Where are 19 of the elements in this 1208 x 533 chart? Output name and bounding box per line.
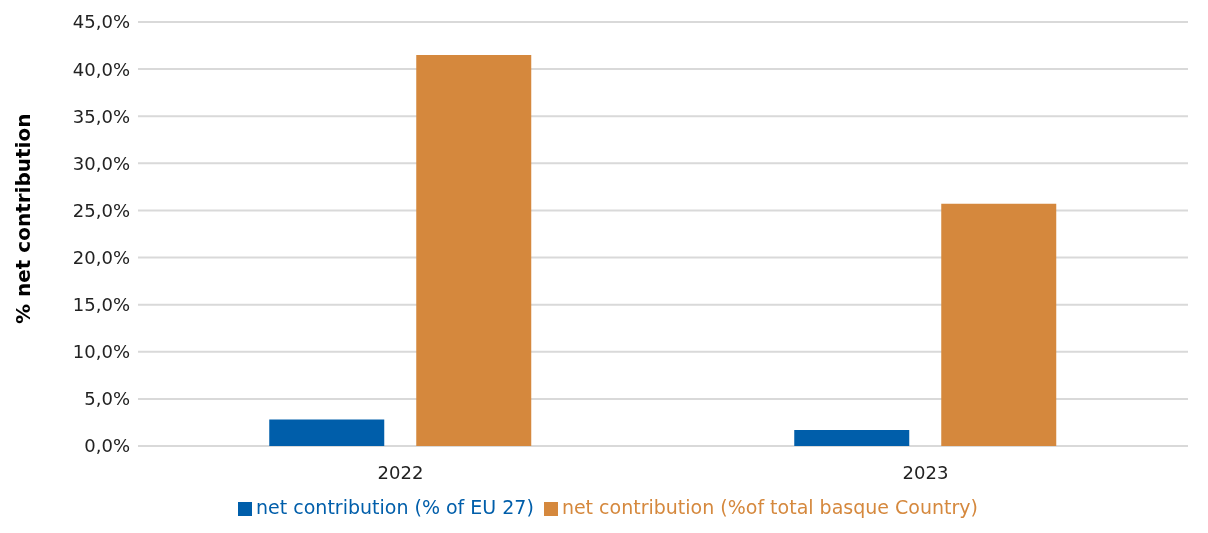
y-tick-label: 45,0% [72, 11, 130, 33]
y-tick-label: 35,0% [72, 105, 130, 127]
bar [941, 203, 1057, 446]
legend-label: net contribution (% of EU 27) [256, 496, 534, 518]
y-tick-label: 15,0% [72, 294, 130, 316]
y-tick-label: 25,0% [72, 199, 130, 221]
bar [269, 419, 385, 446]
x-tick-label: 2023 [902, 461, 949, 483]
y-tick-label: 10,0% [72, 341, 130, 363]
bar [794, 429, 910, 446]
y-tick-label: 5,0% [84, 388, 130, 410]
y-tick-label: 40,0% [72, 58, 130, 80]
y-tick-label: 0,0% [84, 435, 130, 457]
y-tick-label: 30,0% [72, 152, 130, 174]
bar [416, 54, 532, 446]
y-tick-label: 20,0% [72, 246, 130, 268]
y-axis-title: % net contribution [11, 113, 36, 324]
x-tick-label: 2022 [377, 461, 424, 483]
legend-label: net contribution (%of total basque Country) [561, 496, 978, 518]
